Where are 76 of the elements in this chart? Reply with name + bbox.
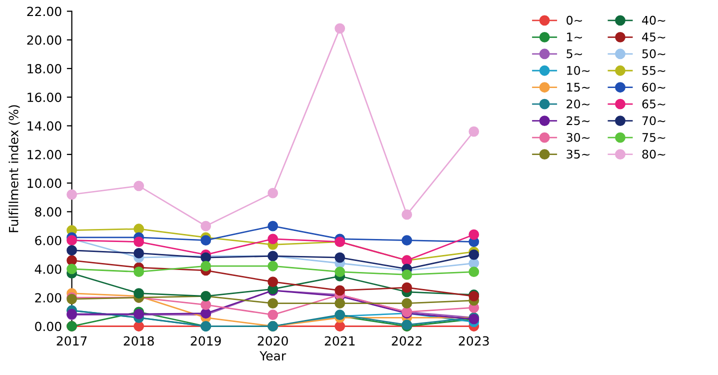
point	[66, 245, 78, 256]
y-tick-label: 20.00	[27, 35, 62, 45]
legend-label: 1~	[567, 32, 582, 42]
point	[334, 321, 346, 332]
y-axis-title: Fulfillment index (%)	[8, 105, 20, 232]
y-tick-label: 18.00	[28, 64, 62, 74]
x-tick-label: 2022	[392, 336, 422, 346]
point	[468, 266, 480, 278]
legend-label: 75~	[642, 133, 666, 142]
y-tick-label: 16.00	[28, 92, 62, 102]
y-tick-label: 14.00	[28, 121, 62, 131]
point	[268, 220, 278, 232]
legend-label: 10~	[567, 66, 590, 75]
point	[334, 252, 346, 263]
point	[334, 298, 346, 309]
y-tick-label: 6.00	[35, 236, 62, 246]
y-tick-label: 0.00	[35, 322, 62, 332]
legend-label: 60~	[642, 82, 666, 92]
x-tick-label: 2018	[124, 336, 154, 346]
legend-label: 65~	[642, 99, 666, 108]
point	[402, 235, 412, 246]
point	[402, 269, 412, 280]
legend-label: 40~	[642, 16, 666, 25]
x-tick-label: 2023	[458, 336, 489, 346]
point	[66, 189, 78, 200]
point	[200, 235, 212, 246]
point	[134, 288, 144, 299]
point	[402, 298, 412, 309]
point	[200, 300, 212, 310]
legend-label: 80~	[642, 150, 666, 159]
point	[268, 276, 278, 288]
x-tick-label: 2019	[190, 336, 221, 346]
y-tick-label: 8.00	[35, 207, 62, 217]
point	[268, 260, 278, 272]
point	[66, 264, 78, 274]
point	[268, 310, 278, 320]
legend-label: 20~	[566, 99, 590, 108]
point	[334, 266, 346, 278]
y-tick-label: 12.00	[28, 150, 62, 160]
point	[468, 249, 480, 260]
point	[268, 234, 278, 244]
x-tick-label: 2017	[56, 336, 87, 346]
legend-label: 15~	[567, 82, 590, 92]
legend-label: 25~	[566, 116, 590, 126]
point	[334, 285, 346, 296]
point	[134, 321, 144, 332]
y-tick-label: 4.00	[34, 264, 62, 274]
x-tick-label: 2021	[324, 336, 355, 346]
point	[134, 180, 144, 192]
point	[334, 23, 346, 34]
point	[268, 188, 278, 198]
legend-label: 35~	[566, 150, 590, 159]
legend-label: 70~	[642, 116, 666, 126]
point	[134, 266, 144, 278]
legend-label: 0~	[566, 16, 582, 25]
y-tick-label: 2.00	[35, 293, 62, 303]
y-tick-label: 22.00	[27, 6, 62, 16]
point	[268, 298, 278, 309]
point	[468, 229, 480, 240]
x-tick-label: 2020	[258, 336, 288, 346]
legend-label: 45~	[642, 32, 666, 42]
legend-label: 5~	[566, 49, 582, 58]
point	[134, 248, 144, 258]
point	[134, 236, 144, 247]
point	[134, 224, 144, 234]
x-axis-title: Year	[260, 351, 286, 361]
point	[402, 209, 412, 220]
point	[200, 220, 212, 232]
point	[200, 260, 212, 272]
legend-label: 30~	[566, 132, 590, 142]
point	[402, 282, 412, 293]
point	[468, 126, 480, 137]
legend-label: 50~	[642, 49, 666, 58]
point	[66, 255, 78, 266]
y-tick-label: 10.00	[28, 178, 62, 188]
legend-label: 55~	[642, 66, 666, 75]
